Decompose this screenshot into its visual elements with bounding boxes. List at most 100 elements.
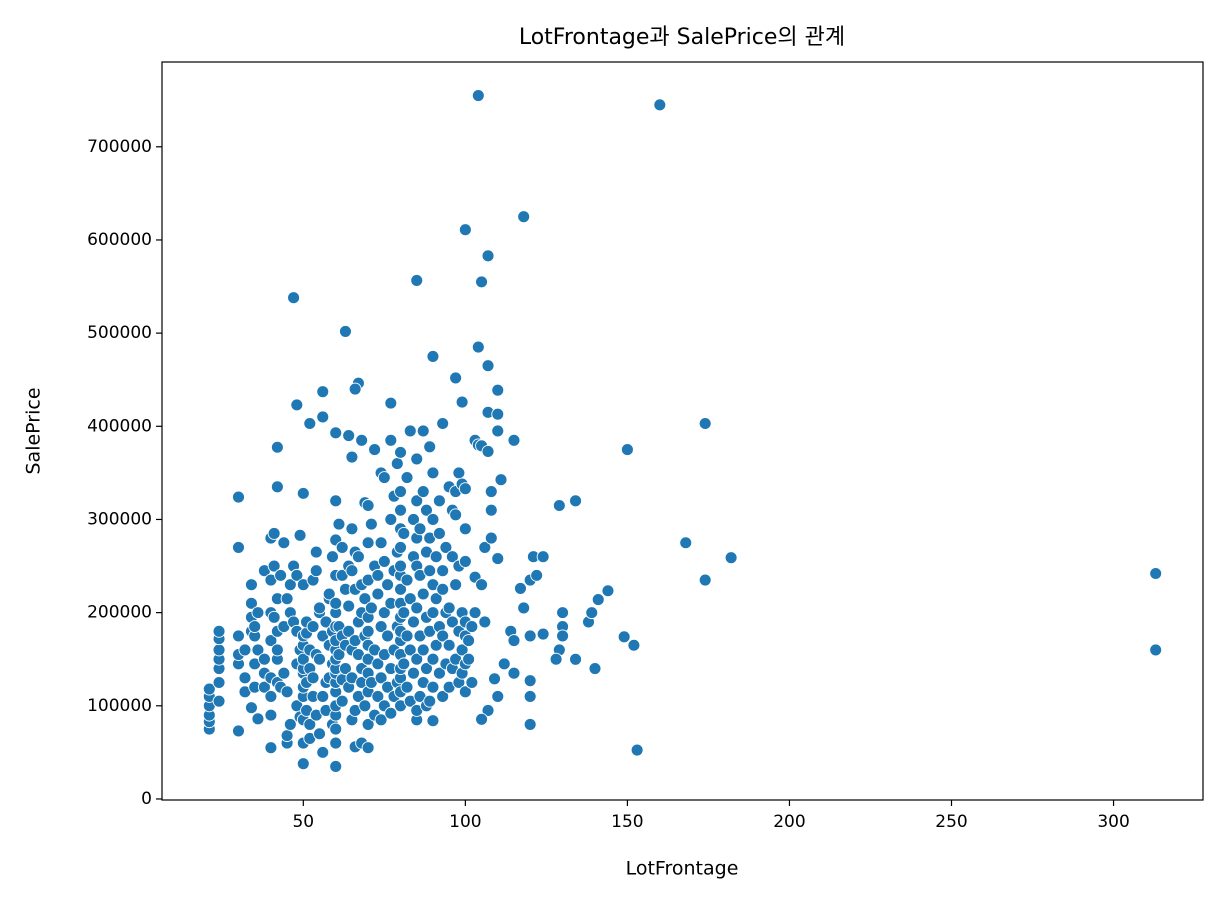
- scatter-point: [449, 371, 463, 385]
- scatter-point: [332, 517, 346, 531]
- scatter-point: [293, 528, 307, 542]
- scatter-point: [517, 210, 531, 224]
- scatter-point: [484, 531, 498, 545]
- scatter-point: [384, 396, 398, 410]
- scatter-point: [232, 540, 245, 554]
- scatter-point: [445, 615, 459, 629]
- scatter-point: [374, 713, 388, 727]
- scatter-point: [426, 513, 440, 526]
- scatter-point: [698, 417, 712, 430]
- scatter-point: [248, 620, 262, 634]
- scatter-point: [257, 680, 271, 694]
- scatter-point: [426, 466, 440, 480]
- scatter-point: [400, 629, 414, 643]
- scatter-point: [491, 407, 505, 421]
- scatter-point: [617, 630, 631, 644]
- scatter-point: [238, 643, 252, 657]
- scatter-point: [410, 273, 424, 287]
- y-tick-label: 500000: [87, 323, 152, 343]
- scatter-point: [426, 606, 440, 620]
- scatter-point: [316, 745, 330, 759]
- scatter-point: [296, 486, 310, 500]
- scatter-point: [329, 760, 343, 773]
- y-axis-label: SalePrice: [23, 387, 45, 474]
- scatter-point: [374, 671, 388, 685]
- scatter-point: [309, 564, 323, 578]
- scatter-point: [426, 714, 440, 728]
- scatter-point: [436, 582, 450, 596]
- scatter-point: [416, 643, 430, 657]
- scatter-point: [384, 433, 398, 447]
- scatter-point: [345, 564, 359, 578]
- scatter-point: [384, 706, 398, 720]
- scatter-point: [274, 568, 288, 582]
- scatter-point: [481, 249, 495, 263]
- scatter-point: [432, 666, 446, 680]
- scatter-point: [342, 599, 356, 613]
- scatter-point: [277, 666, 291, 680]
- scatter-point: [588, 662, 602, 675]
- scatter-point: [358, 592, 372, 606]
- scatter-point: [348, 382, 362, 396]
- scatter-point: [374, 620, 388, 634]
- scatter-point: [212, 676, 226, 689]
- scatter-point: [478, 540, 492, 554]
- scatter-point: [423, 694, 437, 708]
- scatter-point: [1149, 567, 1163, 580]
- scatter-point: [436, 690, 450, 703]
- scatter-point: [245, 596, 258, 610]
- scatter-point: [202, 682, 216, 696]
- scatter-point: [552, 499, 566, 512]
- scatter-point: [309, 545, 323, 559]
- scatter-point: [332, 648, 346, 662]
- scatter-point: [410, 452, 424, 466]
- scatter-point: [491, 552, 505, 566]
- scatter-point: [338, 662, 352, 675]
- scatter-point: [397, 526, 411, 540]
- scatter-point: [303, 417, 317, 430]
- scatter-point: [390, 457, 404, 471]
- scatter-point: [484, 503, 498, 517]
- plot-area: 50 100 150 200 250 300 0 100000 200000 300000 4000…: [87, 89, 1163, 832]
- scatter-point: [724, 551, 738, 565]
- scatter-point: [458, 554, 472, 568]
- scatter-point: [251, 643, 265, 657]
- scatter-point: [416, 587, 430, 601]
- scatter-point: [361, 717, 375, 731]
- scatter-point: [316, 690, 330, 703]
- scatter-point: [410, 601, 424, 615]
- scatter-point: [556, 629, 570, 643]
- scatter-point: [653, 98, 667, 112]
- y-tick-label: 200000: [87, 603, 152, 623]
- scatter-point: [345, 522, 359, 536]
- scatter-point: [364, 601, 378, 615]
- scatter-point: [455, 643, 469, 657]
- scatter-point: [316, 385, 330, 399]
- scatter-point: [251, 712, 265, 726]
- scatter-point: [591, 593, 605, 607]
- scatter-point: [436, 629, 450, 643]
- scatter-point: [264, 708, 278, 722]
- scatter-point: [381, 629, 395, 643]
- scatter-point: [280, 729, 294, 743]
- scatter-point: [394, 559, 407, 573]
- scatter-point: [630, 743, 644, 757]
- scatter-point: [270, 440, 284, 454]
- scatter-point: [436, 564, 450, 578]
- scatter-point: [394, 540, 407, 554]
- scatter-point: [264, 690, 278, 703]
- scatter-point: [458, 522, 472, 536]
- scatter-point: [410, 494, 424, 508]
- scatter-point: [361, 536, 375, 550]
- x-tick-label: 50: [292, 812, 314, 832]
- scatter-point: [407, 666, 420, 680]
- scatter-point: [698, 573, 712, 587]
- scatter-point: [313, 601, 326, 615]
- scatter-point: [264, 741, 278, 755]
- scatter-point: [238, 671, 252, 685]
- scatter-point: [384, 513, 398, 526]
- scatter-point: [429, 638, 443, 652]
- scatter-point: [264, 634, 278, 648]
- scatter-point: [426, 652, 440, 666]
